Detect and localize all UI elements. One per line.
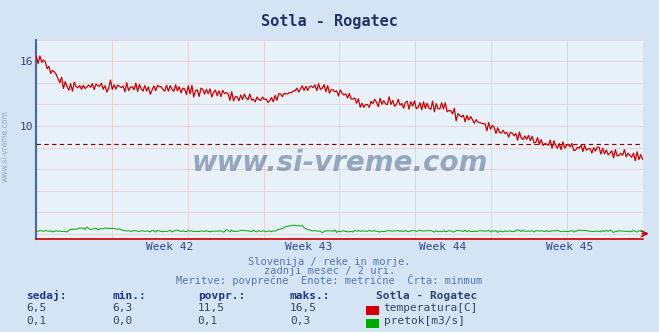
Text: 0,1: 0,1 [198, 316, 218, 326]
Text: min.:: min.: [112, 291, 146, 301]
Text: www.si-vreme.com: www.si-vreme.com [191, 149, 488, 177]
Text: Sotla - Rogatec: Sotla - Rogatec [261, 14, 398, 29]
Text: 0,1: 0,1 [26, 316, 47, 326]
Text: temperatura[C]: temperatura[C] [384, 303, 478, 313]
Text: 0,3: 0,3 [290, 316, 310, 326]
Text: Meritve: povprečne  Enote: metrične  Črta: minmum: Meritve: povprečne Enote: metrične Črta:… [177, 274, 482, 286]
Text: 6,5: 6,5 [26, 303, 47, 313]
Text: maks.:: maks.: [290, 291, 330, 301]
Text: www.si-vreme.com: www.si-vreme.com [1, 110, 10, 182]
Text: zadnji mesec / 2 uri.: zadnji mesec / 2 uri. [264, 266, 395, 276]
Text: 0,0: 0,0 [112, 316, 132, 326]
Text: Sotla - Rogatec: Sotla - Rogatec [376, 291, 477, 301]
Text: 6,3: 6,3 [112, 303, 132, 313]
Text: povpr.:: povpr.: [198, 291, 245, 301]
Text: Slovenija / reke in morje.: Slovenija / reke in morje. [248, 257, 411, 267]
Text: 16,5: 16,5 [290, 303, 317, 313]
Text: pretok[m3/s]: pretok[m3/s] [384, 316, 465, 326]
Text: sedaj:: sedaj: [26, 290, 67, 301]
Text: 11,5: 11,5 [198, 303, 225, 313]
